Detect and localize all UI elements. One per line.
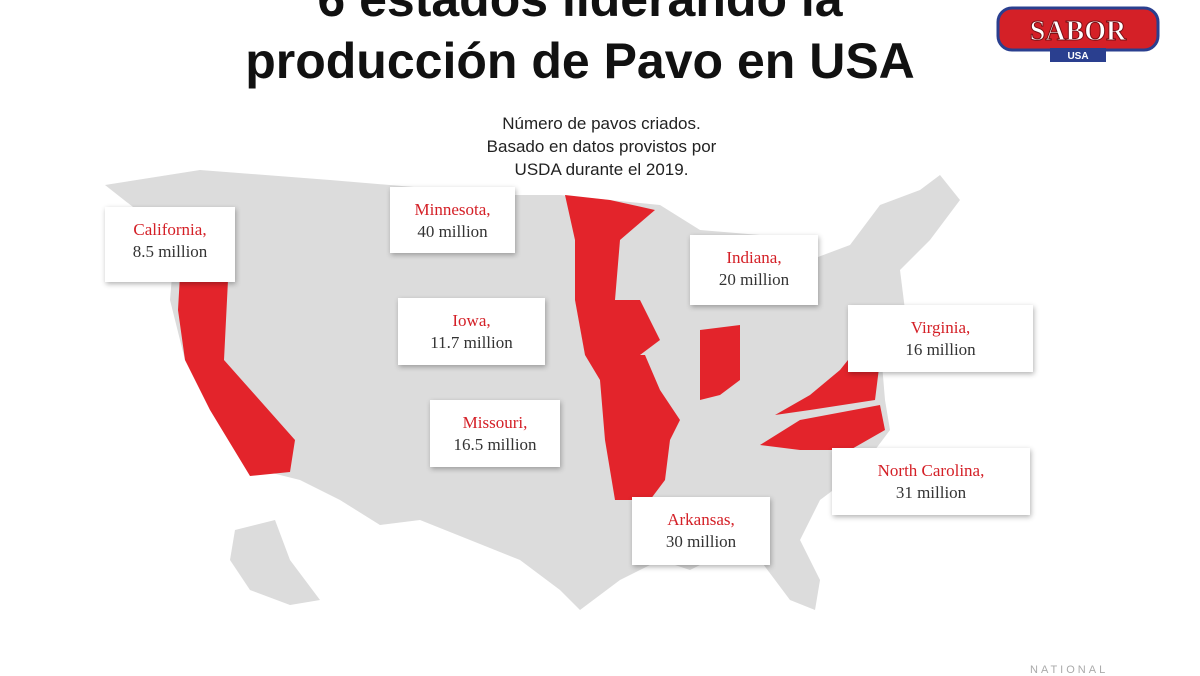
state-value: 8.5 million [132, 242, 208, 261]
label-north-carolina: North Carolina, 31 million [832, 448, 1030, 515]
footer-text: NATIONAL [1030, 664, 1109, 676]
state-value: 31 million [895, 483, 967, 502]
state-value: 40 million [417, 222, 488, 241]
state-arkansas [605, 440, 670, 500]
state-value: 11.7 million [430, 333, 513, 352]
state-north-carolina [760, 405, 885, 450]
svg-text:USA: USA [1067, 51, 1088, 62]
state-value: 30 million [665, 532, 737, 551]
state-indiana [700, 325, 740, 400]
page-title-line1: 6 estados liderando la [180, 0, 980, 28]
sabor-usa-logo: SABOR USA [996, 6, 1160, 62]
state-name: Virginia, [910, 318, 971, 337]
state-value: 20 million [718, 270, 790, 289]
state-name: Missouri, [462, 413, 528, 432]
note-line: USDA durante el 2019. [514, 160, 689, 179]
state-iowa [575, 300, 660, 355]
label-indiana: Indiana, 20 million [690, 235, 818, 305]
label-california: California, 8.5 million [105, 207, 235, 282]
state-value: 16.5 million [453, 435, 537, 454]
state-minnesota [565, 195, 655, 300]
state-missouri [585, 355, 680, 440]
state-name: Arkansas, [667, 510, 735, 529]
state-name: Minnesota, [414, 200, 491, 219]
note-box: Número de pavos criados. Basado en datos… [448, 95, 755, 195]
note-line: Número de pavos criados. [502, 114, 701, 133]
note-line: Basado en datos provistos por [486, 137, 717, 156]
label-minnesota: Minnesota, 40 million [390, 187, 515, 253]
state-name: Iowa, [452, 311, 491, 330]
svg-text:SABOR: SABOR [1030, 16, 1127, 47]
label-virginia: Virginia, 16 million [848, 305, 1033, 372]
label-iowa: Iowa, 11.7 million [398, 298, 545, 365]
state-name: California, [133, 220, 207, 239]
label-arkansas: Arkansas, 30 million [632, 497, 770, 565]
state-california [178, 275, 295, 476]
state-value: 16 million [905, 340, 976, 359]
alaska [230, 520, 320, 605]
state-name: North Carolina, [877, 461, 985, 480]
state-name: Indiana, [726, 248, 782, 267]
page-title-line2: producción de Pavo en USA [245, 33, 915, 89]
label-missouri: Missouri, 16.5 million [430, 400, 560, 467]
